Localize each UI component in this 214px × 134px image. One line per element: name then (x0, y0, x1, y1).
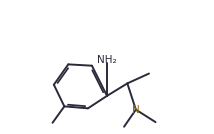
Text: NH₂: NH₂ (97, 55, 117, 65)
Text: N: N (132, 105, 140, 115)
